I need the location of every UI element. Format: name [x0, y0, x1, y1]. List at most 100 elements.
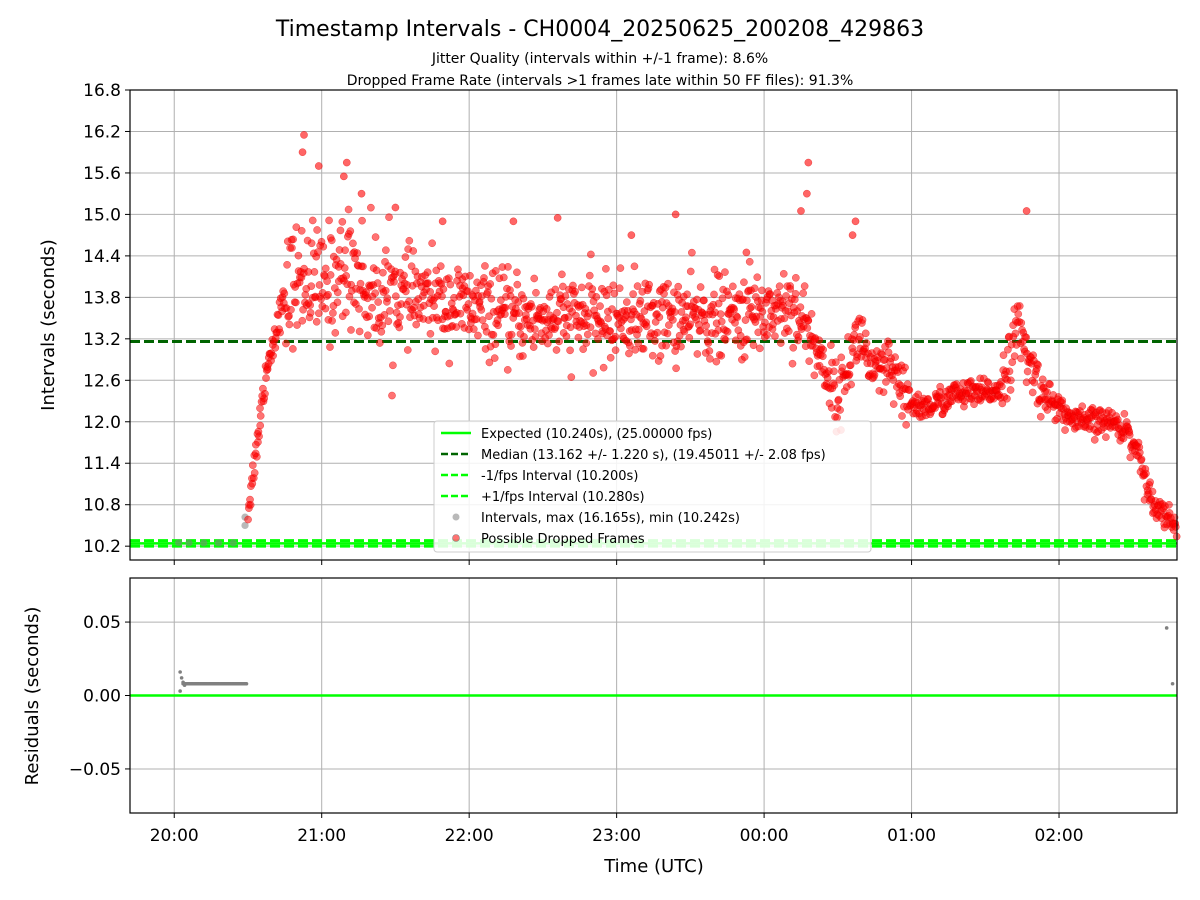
dropped-frame-point: [742, 296, 751, 305]
dropped-frame-point: [469, 325, 478, 333]
dropped-frame-point: [438, 292, 446, 301]
dropped-frame-point: [705, 347, 714, 355]
dropped-frame-point: [831, 358, 840, 367]
dropped-frame-point: [1165, 500, 1173, 509]
legend-label-expected: Expected (10.240s), (25.00000 fps): [481, 427, 712, 442]
dropped-frame-point: [280, 289, 289, 298]
dropped-frame-point: [426, 288, 435, 296]
dropped-frame-point: [507, 342, 515, 350]
legend-label-dropped: Possible Dropped Frames: [481, 532, 645, 547]
dropped-frame-point: [683, 290, 691, 299]
dropped-frame-point: [340, 264, 349, 272]
dropped-frame-point: [753, 273, 762, 282]
dropped-frame-point: [693, 295, 701, 304]
dropped-frame-point: [1010, 352, 1019, 361]
dropped-frame-point: [736, 331, 745, 340]
dropped-frame-point: [984, 379, 993, 387]
dropped-frame-point: [250, 469, 259, 477]
dropped-frame-point: [775, 282, 784, 291]
dropped-frame-point: [248, 461, 257, 470]
dropped-frame-point: [1014, 310, 1023, 318]
dropped-frame-point: [847, 380, 855, 389]
dropped-frame-point: [671, 210, 680, 219]
dropped-frame-point: [385, 213, 393, 222]
x-tick-label: 02:00: [1035, 826, 1084, 846]
dropped-frame-point: [553, 308, 561, 317]
dropped-frame-point: [674, 282, 683, 291]
dropped-frame-point: [771, 332, 779, 341]
dropped-frame-point: [599, 363, 608, 372]
x-tick-label: 01:00: [887, 826, 936, 846]
dropped-frame-point: [1022, 333, 1030, 342]
dropped-frame-point: [586, 323, 595, 332]
dropped-frame-point: [838, 363, 847, 372]
dropped-frame-point: [477, 306, 486, 314]
dropped-frame-point: [428, 239, 436, 248]
bottom-y-tick-label: −0.05: [69, 760, 121, 780]
dropped-frame-point: [803, 189, 811, 198]
dropped-frame-point: [298, 316, 307, 325]
dropped-frame-point: [845, 370, 854, 379]
top-y-axis-label: Intervals (seconds): [38, 239, 59, 411]
dropped-frame-point: [371, 289, 380, 298]
dropped-frame-point: [672, 364, 680, 373]
dropped-frame-point: [529, 343, 538, 351]
dropped-frame-point: [388, 391, 396, 400]
bottom-y-tick-label: 0.00: [83, 687, 121, 707]
dropped-frame-point: [653, 328, 662, 337]
dropped-frame-point: [288, 244, 296, 252]
dropped-frame-point: [405, 297, 413, 306]
dropped-frame-point: [500, 310, 509, 319]
dropped-frame-point: [342, 271, 351, 280]
dropped-frame-point: [610, 289, 619, 298]
dropped-frame-point: [740, 353, 749, 361]
dropped-frame-point: [1135, 448, 1144, 457]
dropped-frame-point: [310, 268, 319, 276]
legend-swatch-intervals: [452, 513, 460, 521]
dropped-frame-point: [823, 374, 832, 382]
dropped-frame-point: [780, 314, 789, 323]
dropped-frame-point: [446, 280, 455, 289]
dropped-frame-point: [1022, 207, 1031, 215]
dropped-frame-point: [664, 279, 672, 288]
dropped-frame-point: [728, 282, 737, 291]
dropped-frame-point: [401, 253, 410, 261]
dropped-frame-point: [439, 285, 448, 294]
dropped-frame-point: [325, 216, 333, 225]
dropped-frame-point: [283, 260, 291, 269]
dropped-frame-point: [481, 262, 489, 270]
dropped-frame-point: [615, 284, 624, 293]
dropped-frame-point: [289, 235, 297, 244]
legend: Expected (10.240s), (25.00000 fps) Media…: [433, 420, 872, 553]
dropped-frame-point: [561, 292, 570, 300]
dropped-frame-point: [401, 287, 410, 296]
dropped-frame-point: [256, 421, 265, 430]
chart-title: Timestamp Intervals - CH0004_20250625_20…: [275, 17, 924, 42]
top-y-tick-label: 10.8: [83, 496, 121, 516]
dropped-frame-point: [642, 322, 651, 331]
dropped-frame-point: [574, 333, 583, 342]
dropped-frame-point: [588, 285, 597, 293]
dropped-frame-point: [403, 346, 412, 354]
bottom-y-tick-label: 0.05: [83, 613, 121, 633]
chart-subtitle-1: Jitter Quality (intervals within +/-1 fr…: [431, 51, 768, 67]
dropped-frame-point: [355, 305, 363, 313]
dropped-frame-point: [287, 305, 295, 314]
dropped-frame-point: [766, 290, 774, 298]
dropped-frame-point: [1028, 388, 1037, 397]
dropped-frame-point: [706, 354, 714, 363]
dropped-frame-point: [306, 301, 315, 309]
dropped-frame-point: [291, 298, 300, 307]
dropped-frame-point: [611, 332, 620, 341]
dropped-frame-point: [1030, 378, 1039, 387]
dropped-frame-point: [1023, 367, 1032, 376]
dropped-frame-point: [891, 353, 899, 361]
dropped-frame-point: [779, 269, 788, 278]
dropped-frame-point: [1058, 396, 1067, 405]
legend-label-median: Median (13.162 +/- 1.220 s), (19.45011 +…: [481, 448, 826, 463]
dropped-frame-point: [552, 346, 561, 354]
dropped-frame-point: [478, 316, 487, 324]
dropped-frame-point: [367, 203, 375, 212]
dropped-frame-point: [742, 248, 751, 257]
dropped-frame-point: [389, 361, 397, 370]
